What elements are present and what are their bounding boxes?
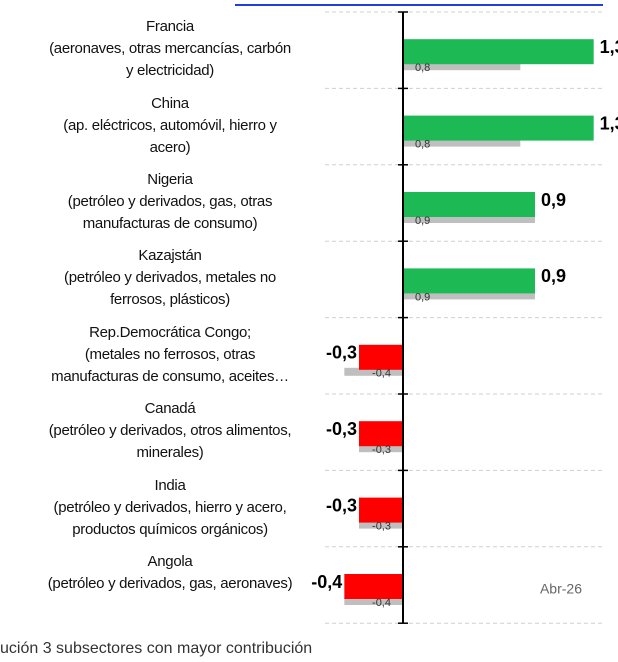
bar: [344, 574, 403, 599]
bar: [359, 497, 403, 523]
bar-previous: [359, 444, 403, 453]
footer-text: ución 3 subsectores con mayor contribuci…: [0, 640, 313, 657]
bar: [403, 115, 594, 141]
category-label: Kazajstán (petróleo y derivados, metales…: [64, 247, 276, 309]
category-label: Canadá (petróleo y derivados, otros alim…: [48, 400, 292, 462]
category-label: Francia (aeronaves, otras mercancías, ca…: [49, 18, 291, 80]
data-label: 1,3: [600, 37, 618, 57]
data-label-previous: -0,3: [372, 521, 391, 533]
bar-previous: [344, 597, 403, 605]
data-label-previous: 0,8: [415, 139, 430, 151]
bar-previous: [344, 367, 403, 376]
data-label: -0,3: [326, 343, 357, 363]
bar: [359, 344, 403, 370]
data-label: -0,3: [326, 419, 357, 439]
bar-previous: [403, 138, 521, 147]
category-label: Angola (petróleo y derivados, gas, aeron…: [47, 553, 293, 592]
bar: [359, 421, 403, 447]
bar: [403, 192, 535, 217]
data-label: 0,9: [541, 190, 566, 210]
bar-previous: [403, 215, 535, 223]
data-label-previous: 0,9: [415, 291, 430, 303]
category-label: China (ap. eléctricos, automóvil, hierro…: [63, 94, 277, 156]
category-label: Rep.Democrática Congo; (metales no ferro…: [51, 323, 289, 385]
category-label: Nigeria (petróleo y derivados, gas, otra…: [67, 171, 273, 232]
data-label: 1,3: [600, 113, 618, 133]
bar-previous: [403, 291, 535, 300]
data-label-previous: 0,9: [415, 215, 430, 227]
annotation: Abr-26: [540, 581, 582, 597]
bar: [403, 268, 535, 294]
data-label-previous: -0,4: [372, 368, 391, 380]
data-label: -0,4: [311, 572, 342, 592]
data-label: 0,9: [541, 266, 566, 286]
data-label-previous: 0,8: [415, 62, 430, 74]
data-label: -0,3: [326, 495, 357, 515]
data-label-previous: -0,3: [372, 444, 391, 456]
category-label: India (petróleo y derivados, hierro y ac…: [53, 476, 287, 538]
bar-previous: [403, 62, 521, 71]
data-label-previous: -0,4: [372, 597, 391, 609]
bar: [403, 39, 594, 65]
bar-previous: [359, 520, 403, 529]
